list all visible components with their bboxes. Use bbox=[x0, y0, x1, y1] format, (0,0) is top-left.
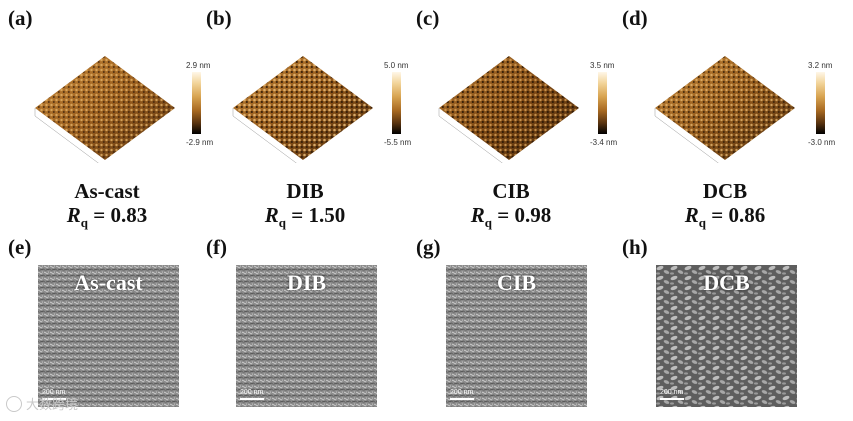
colorbar-b bbox=[392, 72, 401, 134]
sample-name-c: CIB bbox=[492, 179, 530, 203]
sample-name-d: DCB bbox=[702, 179, 748, 203]
scale-bar-g bbox=[450, 398, 474, 400]
scale-label-e: 200 nm bbox=[42, 389, 66, 396]
colorbar-a bbox=[192, 72, 201, 134]
panel-label-g: (g) bbox=[416, 235, 441, 259]
afm-surface-dcb bbox=[650, 38, 800, 169]
sem-image-as-cast bbox=[38, 265, 179, 407]
rq-value-c: Rq = 0.98 bbox=[470, 203, 552, 231]
afm-surface-dib bbox=[228, 38, 378, 169]
panel-label-c: (c) bbox=[416, 6, 440, 30]
colorbar-max-d: 3.2 nm bbox=[808, 61, 833, 70]
watermark-text: 大数跨境 bbox=[26, 398, 79, 413]
rq-value-b: Rq = 1.50 bbox=[264, 203, 346, 231]
colorbar-min-a: -2.9 nm bbox=[186, 138, 214, 147]
scale-bar-f bbox=[240, 398, 264, 400]
panel-label-d: (d) bbox=[622, 6, 648, 30]
afm-surface-as-cast bbox=[30, 38, 180, 169]
panel-label-f: (f) bbox=[206, 235, 227, 259]
afm-surface-cib bbox=[434, 38, 584, 169]
colorbar-min-c: -3.4 nm bbox=[590, 138, 618, 147]
colorbar-min-b: -5.5 nm bbox=[384, 138, 412, 147]
scale-label-g: 200 nm bbox=[450, 389, 474, 396]
watermark: 大数跨境 bbox=[6, 394, 78, 413]
colorbar-d bbox=[816, 72, 825, 134]
sem-image-dib bbox=[236, 265, 377, 407]
rq-value-d: Rq = 0.86 bbox=[684, 203, 766, 231]
colorbar-max-b: 5.0 nm bbox=[384, 61, 409, 70]
colorbar-min-d: -3.0 nm bbox=[808, 138, 836, 147]
sem-image-dcb bbox=[656, 265, 797, 407]
panel-label-b: (b) bbox=[206, 6, 232, 30]
sample-name-a: As-cast bbox=[74, 179, 140, 203]
sem-image-cib bbox=[446, 265, 587, 407]
watermark-icon bbox=[6, 395, 22, 412]
colorbar-max-c: 3.5 nm bbox=[590, 61, 615, 70]
panel-label-h: (h) bbox=[622, 235, 648, 259]
scale-bar-e bbox=[42, 398, 66, 400]
panel-label-e: (e) bbox=[8, 235, 32, 259]
sem-title-g: CIB bbox=[496, 270, 537, 295]
scale-label-h: 200 nm bbox=[660, 389, 684, 396]
rq-value-a: Rq = 0.83 bbox=[66, 203, 148, 231]
colorbar-max-a: 2.9 nm bbox=[186, 61, 211, 70]
scale-label-f: 200 nm bbox=[240, 389, 264, 396]
sem-title-h: DCB bbox=[703, 270, 750, 295]
colorbar-c bbox=[598, 72, 607, 134]
panel-label-a: (a) bbox=[8, 6, 33, 30]
scale-bar-h bbox=[660, 398, 684, 400]
sample-name-b: DIB bbox=[286, 179, 324, 203]
sem-title-f: DIB bbox=[286, 270, 327, 295]
sem-title-e: As-cast bbox=[74, 270, 143, 295]
